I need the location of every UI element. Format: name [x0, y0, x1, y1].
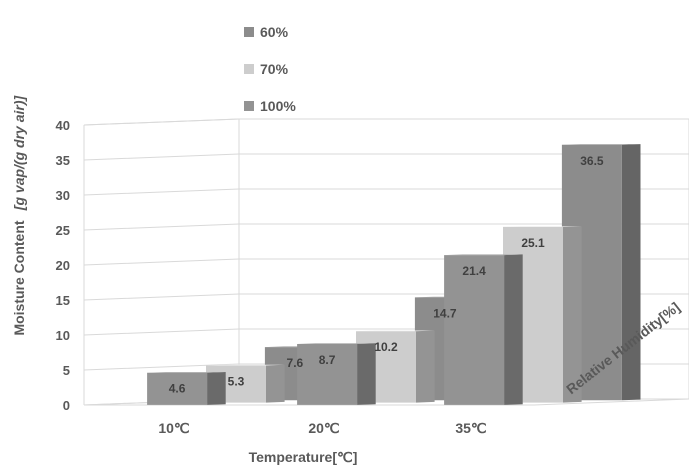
bar-top-face: [206, 364, 285, 366]
bar-side-face: [357, 343, 376, 405]
data-label: 5.3: [228, 375, 245, 389]
data-labels: 7.6 14.7 36.5 5.3 10.2 25.1 4.6 8.7 21.4: [169, 154, 604, 396]
y-tick-label: 20: [56, 258, 70, 273]
gridline: [83, 118, 689, 126]
bar-top-face: [444, 254, 523, 256]
x-tick-label: 35℃: [455, 420, 487, 436]
legend-item-60%: 60%: [244, 24, 289, 40]
legend-swatch: [244, 27, 254, 37]
data-label: 21.4: [462, 264, 486, 278]
data-label: 25.1: [521, 236, 545, 250]
y-tick-label: 0: [63, 398, 70, 413]
gridline: [83, 188, 689, 196]
y-tick-label: 5: [63, 363, 70, 378]
data-label: 7.6: [287, 356, 304, 370]
y-axis-title-text: Moisture Content: [11, 220, 27, 335]
bars: [147, 144, 641, 405]
x-tick-label: 20℃: [308, 420, 340, 436]
y-tick-label: 35: [56, 153, 70, 168]
bar-top-face: [356, 330, 435, 332]
data-label: 8.7: [319, 353, 336, 367]
bar-front-face: [444, 255, 505, 405]
y-axis-title: Moisture Content [g vap/(g dry air)]: [11, 94, 27, 335]
bar-100%-10℃: [147, 372, 226, 405]
bar-top-face: [147, 372, 226, 373]
legend-item-70%: 70%: [244, 61, 289, 77]
bar-top-face: [561, 144, 641, 145]
bar-side-face: [621, 144, 641, 401]
x-tick-label: 10℃: [158, 420, 190, 436]
legend-item-100%: 100%: [244, 98, 296, 114]
bar-side-face: [207, 372, 226, 405]
bar-side-face: [563, 226, 582, 403]
y-tick-label: 10: [56, 328, 70, 343]
x-axis-categories: 10℃ 20℃ 35℃: [158, 420, 487, 436]
y-tick-label: 30: [56, 188, 70, 203]
legend-label: 100%: [260, 98, 296, 114]
bar-top-face: [297, 343, 376, 344]
bar-100%-20℃: [297, 343, 376, 405]
data-label: 10.2: [374, 340, 398, 354]
legend-label: 60%: [260, 24, 289, 40]
y-tick-label: 25: [56, 223, 70, 238]
y-tick-label: 15: [56, 293, 70, 308]
bar-front-face: [297, 344, 358, 405]
y-axis-title-unit: [g vap/(g dry air)]: [11, 94, 27, 211]
bar-top-face: [503, 226, 582, 227]
gridline: [83, 153, 689, 161]
legend: 60% 70% 100%: [244, 24, 296, 114]
bar-side-face: [504, 254, 523, 405]
legend-swatch: [244, 101, 254, 111]
data-label: 4.6: [169, 382, 186, 396]
bar-side-face: [416, 330, 435, 403]
gridline: [83, 223, 689, 231]
bar-front-face: [147, 372, 208, 405]
legend-swatch: [244, 64, 254, 74]
y-axis-ticks: 0 5 10 15 20 25 30 35 40: [56, 118, 70, 413]
bar-side-face: [266, 364, 285, 403]
data-label: 14.7: [433, 306, 457, 320]
bar-100%-35℃: [444, 254, 523, 405]
legend-label: 70%: [260, 61, 289, 77]
y-tick-label: 40: [56, 118, 70, 133]
x-axis-title: Temperature[℃]: [249, 449, 358, 465]
data-label: 36.5: [580, 154, 604, 168]
